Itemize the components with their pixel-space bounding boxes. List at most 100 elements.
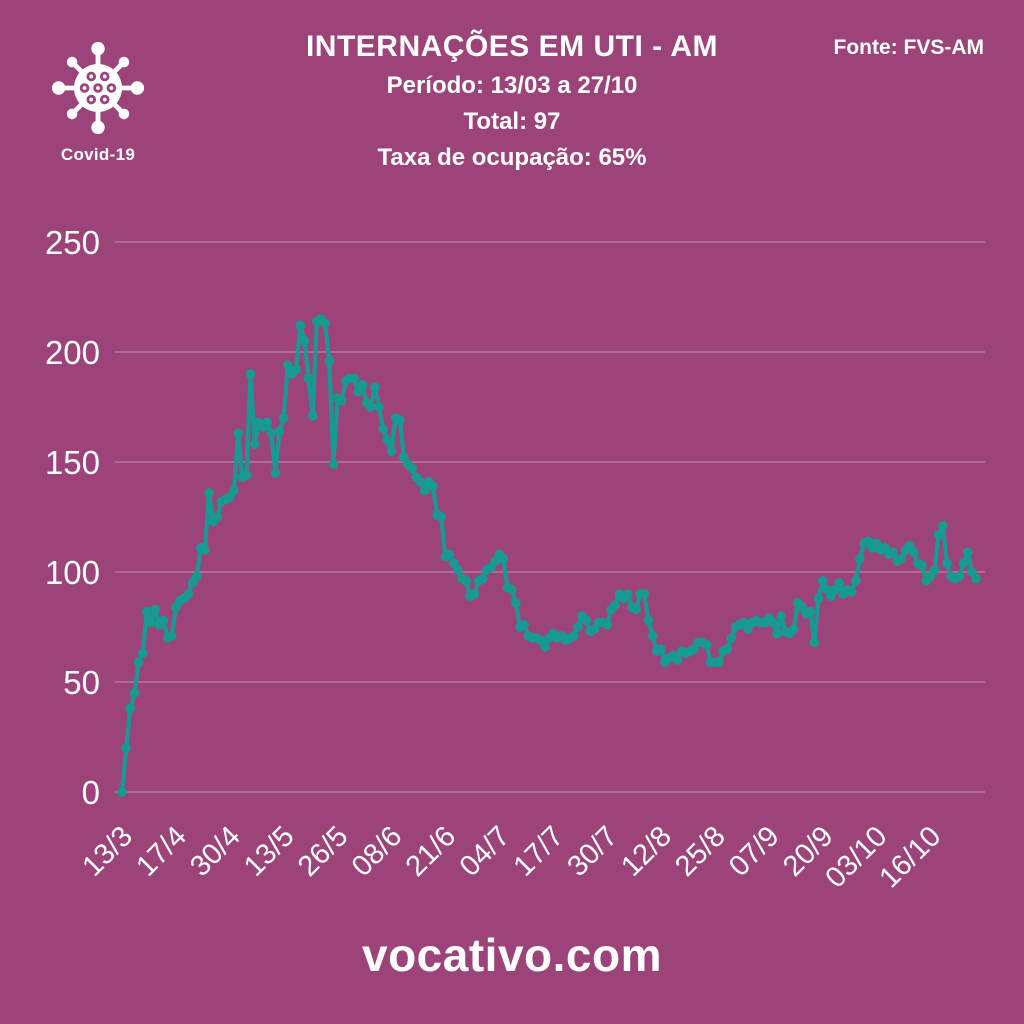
data-point: [817, 576, 828, 586]
x-tick-label: 25/8: [669, 820, 732, 883]
x-tick-label: 13/3: [76, 820, 139, 883]
data-point: [291, 364, 301, 375]
data-point: [498, 554, 509, 564]
data-point: [365, 402, 376, 412]
data-point: [191, 571, 202, 582]
data-point: [788, 624, 799, 634]
data-point: [506, 584, 517, 595]
data-point: [142, 606, 152, 617]
data-point: [278, 413, 289, 423]
data-point: [888, 547, 898, 557]
chart-header: INTERNAÇÕES EM UTI - AM Período: 13/03 a…: [0, 0, 1024, 172]
page-title: INTERNAÇÕES EM UTI - AM: [305, 30, 719, 63]
series-line: [119, 316, 979, 795]
data-point: [573, 622, 583, 632]
site-footer: vocativo.com: [362, 929, 662, 981]
x-tick-label: 07/9: [723, 820, 786, 883]
data-point: [320, 318, 330, 329]
y-tick-label: 200: [45, 334, 100, 371]
data-point: [602, 620, 612, 630]
data-point: [262, 417, 272, 428]
data-point: [336, 395, 347, 406]
data-point: [324, 356, 335, 366]
data-point: [295, 320, 306, 331]
data-point: [962, 547, 973, 557]
data-point: [117, 787, 127, 797]
covid-badge-label: Covid-19: [60, 145, 136, 164]
data-point: [357, 380, 368, 390]
data-point: [929, 565, 940, 575]
data-point: [166, 631, 177, 641]
data-point: [938, 521, 948, 531]
data-point: [768, 617, 778, 628]
data-point: [672, 655, 683, 665]
x-tick-label: 30/7: [561, 820, 624, 883]
data-point: [245, 369, 256, 379]
x-tick-label: 17/4: [130, 820, 193, 883]
data-point: [299, 336, 310, 346]
x-tick-label: 12/8: [615, 820, 678, 883]
data-point: [378, 424, 389, 434]
data-point: [461, 576, 471, 586]
data-point: [407, 463, 418, 474]
data-point: [200, 545, 210, 555]
data-point: [971, 573, 981, 584]
x-tick-label: 17/7: [508, 820, 571, 883]
data-point: [129, 688, 140, 698]
data-point: [656, 644, 666, 654]
y-tick-label: 250: [45, 224, 100, 261]
data-point: [917, 560, 927, 571]
data-point: [212, 512, 223, 522]
data-point: [639, 589, 650, 599]
data-point: [909, 547, 919, 557]
data-point: [428, 481, 438, 492]
data-point: [610, 600, 621, 610]
data-point: [395, 415, 405, 426]
data-point: [647, 631, 658, 641]
total-subtitle: Total: 97: [463, 108, 561, 135]
x-tick-label: 13/5: [238, 820, 301, 883]
x-tick-label: 26/5: [292, 820, 355, 883]
data-point: [444, 549, 455, 560]
data-point: [303, 373, 314, 384]
data-point: [419, 485, 430, 496]
data-point: [349, 373, 360, 384]
data-point: [933, 529, 944, 540]
covid-badge: Covid-19: [50, 38, 146, 165]
data-point: [137, 648, 148, 659]
data-point: [328, 459, 339, 470]
data-point: [581, 615, 592, 626]
data-point: [643, 615, 654, 626]
data-point: [477, 573, 488, 584]
data-point: [772, 628, 782, 639]
data-point: [121, 743, 131, 753]
data-point: [776, 611, 786, 621]
x-tick-label: 30/4: [184, 820, 247, 883]
data-point: [274, 426, 285, 437]
data-point: [569, 631, 579, 641]
data-point: [896, 554, 907, 564]
x-tick-label: 03/10: [820, 820, 894, 894]
data-point: [241, 470, 252, 481]
data-point: [855, 554, 865, 564]
occupancy-subtitle: Taxa de ocupação: 65%: [377, 144, 647, 171]
y-tick-label: 0: [82, 774, 100, 811]
data-point: [229, 485, 239, 496]
period-subtitle: Período: 13/03 a 27/10: [386, 72, 638, 99]
data-point: [183, 589, 194, 599]
data-point: [150, 604, 160, 615]
data-point: [519, 620, 529, 630]
data-point: [701, 639, 712, 650]
data-point: [146, 617, 156, 628]
data-point: [623, 589, 633, 599]
data-point: [540, 642, 550, 652]
data-point: [266, 428, 277, 439]
data-point: [283, 360, 293, 371]
data-point: [125, 703, 136, 714]
data-point: [370, 382, 380, 393]
data-point: [942, 558, 952, 568]
data-point: [714, 657, 724, 667]
y-tick-label: 50: [63, 664, 100, 701]
